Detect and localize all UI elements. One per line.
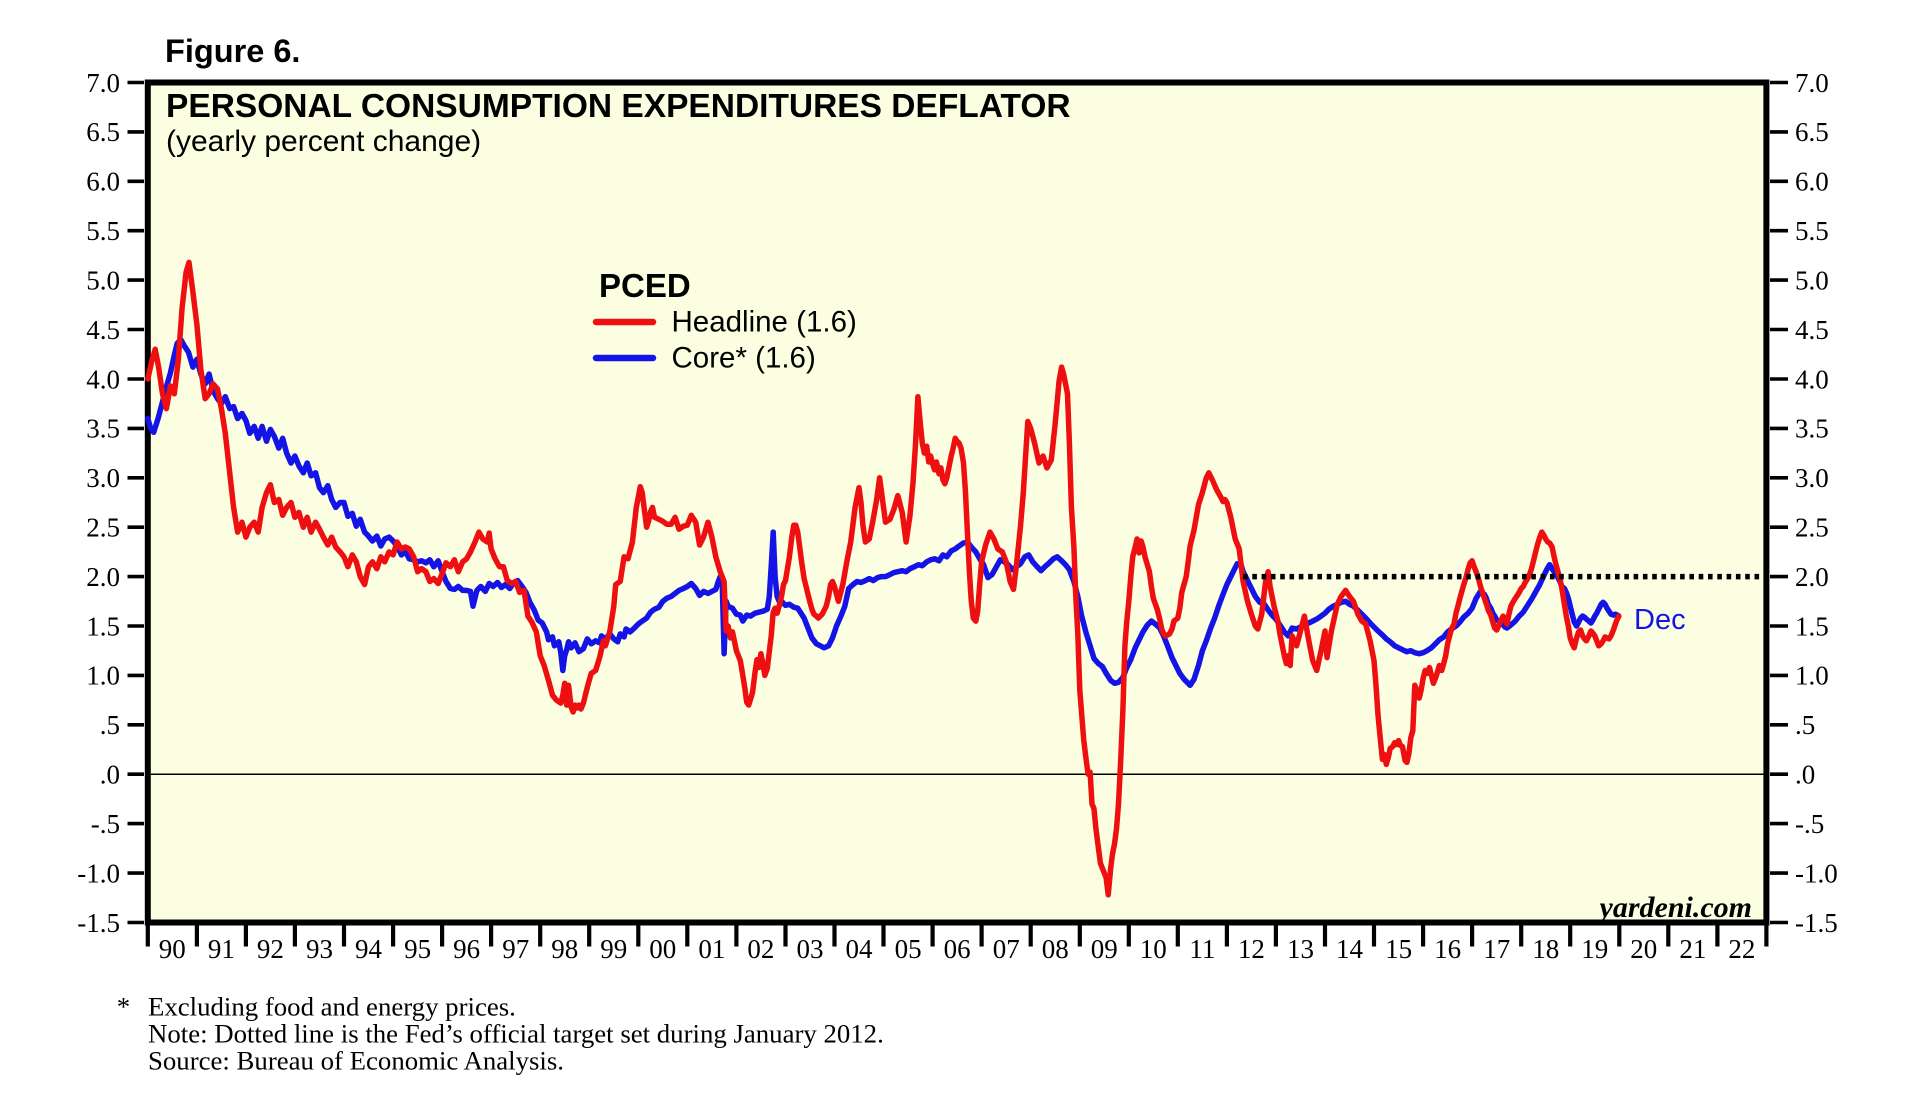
svg-text:yardeni.com: yardeni.com (1597, 891, 1752, 924)
svg-text:92: 92 (257, 934, 284, 964)
svg-text:PERSONAL CONSUMPTION EXPENDITU: PERSONAL CONSUMPTION EXPENDITURES DEFLAT… (166, 88, 1071, 125)
svg-text:07: 07 (993, 934, 1020, 964)
svg-text:14: 14 (1336, 934, 1364, 964)
svg-text:Excluding food and energy pric: Excluding food and energy prices. (148, 992, 516, 1022)
svg-text:2.5: 2.5 (1795, 513, 1829, 543)
svg-text:-1.5: -1.5 (1795, 908, 1838, 938)
svg-text:7.0: 7.0 (1795, 68, 1829, 98)
svg-text:2.0: 2.0 (86, 562, 120, 592)
svg-text:-.5: -.5 (91, 809, 120, 839)
svg-text:03: 03 (797, 934, 824, 964)
svg-text:1.0: 1.0 (1795, 661, 1829, 691)
svg-text:06: 06 (944, 934, 971, 964)
svg-text:4.5: 4.5 (1795, 315, 1829, 345)
svg-text:5.5: 5.5 (86, 216, 120, 246)
svg-text:3.0: 3.0 (86, 463, 120, 493)
svg-text:-.5: -.5 (1795, 809, 1824, 839)
svg-text:Note: Dotted line is the Fed’s: Note: Dotted line is the Fed’s official … (148, 1019, 884, 1049)
svg-text:PCED: PCED (599, 267, 691, 304)
svg-text:01: 01 (698, 934, 725, 964)
svg-text:3.5: 3.5 (1795, 414, 1829, 444)
svg-text:13: 13 (1287, 934, 1314, 964)
svg-text:5.0: 5.0 (86, 265, 120, 295)
svg-text:08: 08 (1042, 934, 1069, 964)
svg-text:Headline (1.6): Headline (1.6) (672, 306, 857, 339)
svg-text:21: 21 (1679, 934, 1706, 964)
svg-text:1.5: 1.5 (1795, 611, 1829, 641)
svg-text:05: 05 (895, 934, 922, 964)
svg-text:5.0: 5.0 (1795, 265, 1829, 295)
svg-text:93: 93 (306, 934, 333, 964)
svg-text:Source: Bureau of Economic Ana: Source: Bureau of Economic Analysis. (148, 1046, 564, 1076)
svg-text:6.5: 6.5 (1795, 117, 1829, 147)
svg-text:(yearly percent change): (yearly percent change) (166, 125, 481, 158)
svg-text:97: 97 (502, 934, 529, 964)
svg-text:00: 00 (649, 934, 676, 964)
svg-text:-1.5: -1.5 (77, 908, 120, 938)
svg-text:4.5: 4.5 (86, 315, 120, 345)
svg-text:3.5: 3.5 (86, 414, 120, 444)
svg-text:02: 02 (747, 934, 774, 964)
svg-text:96: 96 (453, 934, 480, 964)
svg-text:11: 11 (1189, 934, 1215, 964)
svg-text:6.5: 6.5 (86, 117, 120, 147)
svg-text:15: 15 (1385, 934, 1412, 964)
svg-text:04: 04 (846, 934, 874, 964)
svg-text:99: 99 (600, 934, 627, 964)
svg-text:10: 10 (1140, 934, 1167, 964)
svg-text:12: 12 (1238, 934, 1265, 964)
svg-text:95: 95 (404, 934, 431, 964)
svg-text:6.0: 6.0 (1795, 167, 1829, 197)
svg-text:Dec: Dec (1634, 604, 1686, 636)
svg-text:18: 18 (1532, 934, 1559, 964)
svg-text:17: 17 (1483, 934, 1510, 964)
svg-text:Core* (1.6): Core* (1.6) (672, 342, 816, 375)
svg-text:7.0: 7.0 (86, 68, 120, 98)
svg-text:.0: .0 (1795, 760, 1815, 790)
svg-text:6.0: 6.0 (86, 167, 120, 197)
svg-text:3.0: 3.0 (1795, 463, 1829, 493)
svg-text:4.0: 4.0 (86, 364, 120, 394)
svg-text:2.5: 2.5 (86, 513, 120, 543)
svg-text:1.5: 1.5 (86, 611, 120, 641)
svg-text:-1.0: -1.0 (77, 858, 120, 888)
svg-text:90: 90 (159, 934, 186, 964)
svg-text:22: 22 (1728, 934, 1755, 964)
svg-text:91: 91 (208, 934, 235, 964)
svg-text:-1.0: -1.0 (1795, 858, 1838, 888)
svg-text:98: 98 (551, 934, 578, 964)
svg-text:*: * (117, 992, 130, 1022)
svg-text:Figure 6.: Figure 6. (165, 33, 300, 69)
svg-text:20: 20 (1630, 934, 1657, 964)
svg-text:.5: .5 (100, 710, 120, 740)
svg-text:5.5: 5.5 (1795, 216, 1829, 246)
svg-text:2.0: 2.0 (1795, 562, 1829, 592)
svg-text:.5: .5 (1795, 710, 1815, 740)
svg-text:4.0: 4.0 (1795, 364, 1829, 394)
svg-text:16: 16 (1434, 934, 1461, 964)
svg-text:09: 09 (1091, 934, 1118, 964)
svg-text:.0: .0 (100, 760, 120, 790)
svg-text:19: 19 (1581, 934, 1608, 964)
svg-text:94: 94 (355, 934, 383, 964)
svg-text:1.0: 1.0 (86, 661, 120, 691)
